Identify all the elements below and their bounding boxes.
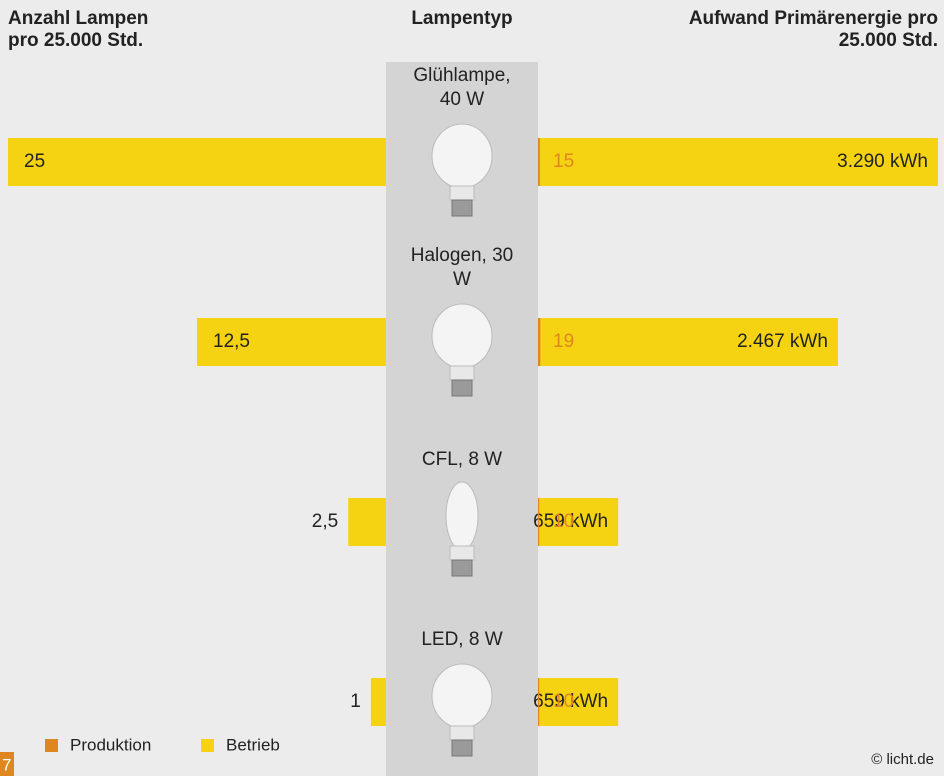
bulb-icon [431, 123, 493, 217]
page-number: 7 [2, 755, 11, 774]
bulb-glass [445, 481, 479, 551]
bulb-icon [445, 481, 479, 577]
value-label: 10 [553, 511, 574, 532]
legend-label: Betrieb [226, 735, 280, 754]
right-title: Aufwand Primärenergie pro 25.000 Std. [688, 8, 938, 51]
value-label: 19 [553, 331, 574, 352]
value-label: 659 kWh [533, 691, 608, 712]
value-label: 2.467 kWh [737, 331, 828, 352]
bulb-glass [431, 663, 493, 729]
legend-swatch [201, 739, 214, 752]
bulb-neck [449, 365, 475, 381]
legend-swatch [45, 739, 58, 752]
bar [370, 678, 386, 726]
bulb-glass [431, 303, 493, 369]
bulb-glass [431, 123, 493, 189]
category-label: CFL, 8 W [421, 449, 503, 470]
value-label: 15 [553, 151, 574, 172]
bar [538, 318, 541, 366]
bar [538, 498, 619, 546]
category-title: Lampentyp [411, 8, 513, 29]
bar [197, 318, 386, 366]
bulb-icon [431, 663, 493, 757]
value-label: 12,5 [213, 331, 250, 352]
bulb-neck [449, 545, 475, 561]
bar [538, 138, 938, 186]
bulb-neck [449, 185, 475, 201]
value-label: 3.290 kWh [837, 151, 928, 172]
bar [538, 498, 540, 546]
value-label: 1 [350, 691, 361, 712]
bar [538, 138, 540, 186]
bulb-icon [431, 303, 493, 397]
value-label: 10 [553, 691, 574, 712]
category-label: Halogen, 30 W [410, 245, 514, 290]
category-label: Glühlampe, 40 W [413, 65, 511, 110]
bar [538, 678, 540, 726]
bar [348, 498, 386, 546]
page-number-box [0, 752, 14, 776]
bulb-neck [449, 725, 475, 741]
source: © licht.de [871, 751, 934, 768]
bulb-base [451, 739, 473, 757]
value-label: 25 [24, 151, 45, 172]
bulb-base [451, 199, 473, 217]
bar [8, 138, 386, 186]
value-label: 659 kWh [533, 511, 608, 532]
bulb-base [451, 379, 473, 397]
left-title: Anzahl Lampen pro 25.000 Std. [8, 8, 149, 51]
value-label: 2,5 [312, 511, 338, 532]
legend-label: Produktion [70, 735, 151, 754]
bulb-base [451, 559, 473, 577]
bar [538, 678, 619, 726]
bar [538, 318, 838, 366]
category-label: LED, 8 W [421, 629, 503, 650]
